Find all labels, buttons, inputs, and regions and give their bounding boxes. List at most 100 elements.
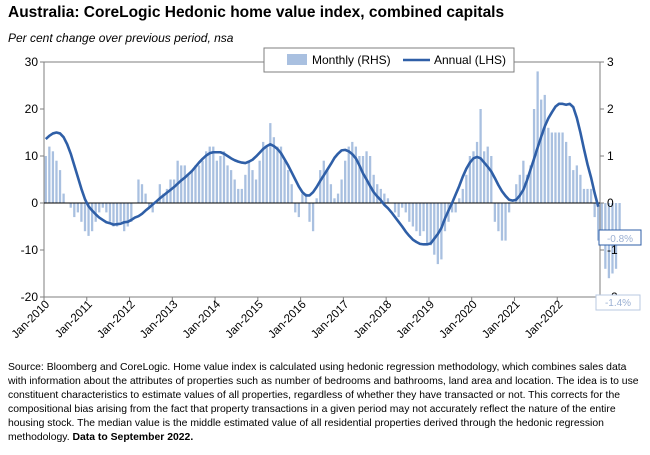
x-tick-label: Jan-2022 (523, 299, 565, 341)
monthly-bar (422, 203, 425, 232)
source-note: Source: Bloomberg and CoreLogic. Home va… (8, 361, 644, 445)
monthly-bar (187, 174, 190, 203)
monthly-bar (333, 198, 336, 203)
monthly-bar (219, 156, 222, 203)
monthly-bar (440, 203, 443, 260)
monthly-bar (183, 165, 186, 203)
monthly-bar (229, 170, 233, 203)
right-tick-label: -1 (607, 243, 618, 257)
monthly-bar (383, 193, 386, 203)
monthly-bar (582, 188, 586, 203)
legend-annual-label: Annual (LHS) (434, 53, 506, 67)
monthly-bar (579, 174, 582, 203)
callout-annual-label: -0.8% (607, 234, 633, 245)
monthly-bar (315, 198, 318, 203)
monthly-bar (201, 160, 204, 203)
monthly-bar (572, 170, 575, 203)
x-tick-label: Jan-2017 (309, 299, 351, 341)
monthly-bar (336, 193, 340, 203)
monthly-bar (180, 165, 183, 203)
left-tick-label: 10 (25, 149, 39, 163)
monthly-bar (272, 137, 276, 203)
monthly-bar (269, 123, 272, 203)
monthly-bar (262, 141, 265, 203)
monthly-bar (461, 188, 464, 203)
monthly-bar (393, 203, 397, 213)
monthly-bar (465, 174, 468, 203)
monthly-bar (83, 203, 87, 232)
monthly-bar (101, 203, 104, 208)
monthly-bar (294, 203, 297, 213)
x-tick-label: Jan-2020 (437, 299, 479, 341)
monthly-bar (347, 146, 350, 203)
monthly-bar (561, 132, 564, 203)
monthly-bar (408, 203, 411, 222)
left-axis: -20 -10 0 10 20 30 (21, 55, 44, 304)
monthly-bar (351, 141, 354, 203)
monthly-bar (304, 193, 308, 203)
monthly-bar (568, 156, 571, 203)
monthly-bar (550, 132, 554, 203)
monthly-bar (565, 141, 568, 203)
monthly-bar (158, 184, 161, 203)
monthly-bar (58, 170, 62, 203)
monthly-bar (297, 203, 300, 218)
x-tick-label: Jan-2014 (181, 298, 224, 341)
monthly-bar (404, 203, 407, 213)
monthly-bar (126, 203, 129, 227)
annual-line (44, 102, 600, 246)
monthly-bar (69, 203, 72, 208)
monthly-bar (137, 179, 140, 203)
chart-subtitle: Per cent change over previous period, ns… (8, 31, 234, 45)
monthly-bar (411, 203, 415, 227)
monthly-bar (144, 193, 147, 203)
monthly-bar (429, 203, 432, 246)
monthly-bar (515, 184, 518, 203)
monthly-bar (589, 188, 593, 203)
legend: Monthly (RHS) Annual (LHS) (263, 47, 515, 73)
left-tick-label: 30 (25, 55, 39, 69)
callout-monthly-label: -1.4% (605, 298, 631, 309)
monthly-bar (486, 146, 489, 203)
monthly-bar (536, 71, 539, 204)
monthly-bar (87, 203, 90, 236)
monthly-bar (586, 188, 589, 203)
right-tick-label: 1 (607, 149, 614, 163)
monthly-bar (115, 203, 119, 227)
monthly-bar (418, 203, 422, 236)
monthly-bar (522, 160, 525, 203)
monthly-bar (105, 203, 108, 213)
monthly-bar (265, 146, 268, 203)
x-tick-label: Jan-2012 (95, 299, 137, 341)
legend-monthly-swatch (287, 54, 307, 65)
monthly-bar (575, 165, 578, 203)
monthly-bar (497, 203, 500, 232)
monthly-bar (507, 203, 511, 213)
callout-annual: -0.8% (598, 229, 642, 246)
monthly-bar (322, 160, 325, 203)
monthly-bar (397, 203, 400, 218)
monthly-bar (190, 170, 194, 203)
monthly-bar (458, 198, 461, 203)
x-tick-label: Jan-2021 (480, 299, 522, 341)
monthly-bar (194, 165, 197, 203)
monthly-bar (554, 132, 557, 203)
monthly-bar (247, 160, 251, 203)
monthly-bar (468, 156, 472, 203)
monthly-bar (76, 203, 79, 213)
monthly-bar (401, 203, 404, 208)
x-tick-label: Jan-2018 (352, 299, 394, 341)
monthly-bar (233, 179, 236, 203)
monthly-bar (376, 184, 379, 203)
monthly-bar (287, 170, 290, 203)
monthly-bar (55, 160, 58, 203)
monthly-bar (372, 174, 375, 203)
x-tick-label: Jan-2011 (53, 299, 95, 341)
monthly-bar (251, 170, 254, 203)
monthly-bar (148, 203, 151, 208)
monthly-bar (123, 203, 126, 232)
monthly-bar (258, 160, 261, 203)
monthly-bar (368, 156, 372, 203)
monthly-bar (237, 188, 240, 203)
